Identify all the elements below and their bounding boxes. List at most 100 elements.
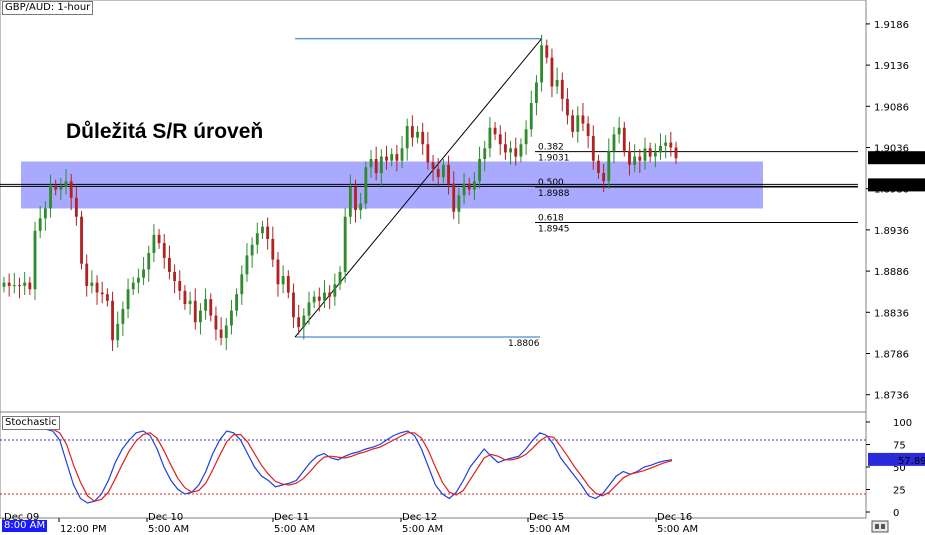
candle-body — [674, 147, 678, 159]
candle-body — [519, 144, 523, 157]
candle-body — [338, 271, 342, 285]
candle-body — [224, 325, 228, 338]
y-tick-label: 1.9036 — [874, 143, 909, 154]
candle-body — [617, 127, 621, 135]
candle-body — [421, 131, 425, 145]
x-tick-label: Dec 11 — [274, 512, 309, 523]
candle-body — [586, 123, 590, 136]
candle-body — [74, 197, 78, 217]
candle-body — [85, 263, 89, 286]
candle-body — [255, 233, 259, 245]
candle-body — [478, 159, 481, 182]
candle-body — [633, 156, 637, 165]
fib-value-label: 1.9031 — [538, 154, 570, 164]
candle-body — [90, 282, 94, 286]
candle-body — [607, 150, 611, 182]
candle-body — [498, 134, 502, 145]
candle-body — [503, 144, 507, 153]
zoom-control-icon[interactable] — [871, 520, 889, 533]
candle-body — [571, 115, 575, 132]
candle-body — [173, 271, 177, 281]
candle-body — [323, 292, 326, 301]
candle-body — [209, 299, 213, 316]
candle-body — [369, 159, 373, 168]
candle-body — [529, 103, 533, 130]
annotation-text: Důležitá S/R úroveň — [66, 120, 264, 143]
candle-body — [550, 57, 554, 87]
x-tick-label: 12:00 PM — [60, 524, 107, 535]
candle-body — [653, 152, 657, 157]
candle-body — [261, 226, 264, 234]
stoch-tick-label: 50 — [893, 463, 906, 474]
fib-ratio-label: 0.618 — [538, 213, 564, 223]
y-tick-label: 1.9136 — [874, 61, 909, 72]
x-tick-label: 5:00 AM — [657, 524, 698, 535]
candle-body — [219, 329, 223, 338]
candle-body — [467, 183, 471, 190]
candle-body — [555, 79, 559, 87]
candle-body — [566, 98, 569, 116]
candle-body — [488, 127, 492, 149]
candle-body — [343, 216, 347, 272]
candle-body — [560, 79, 564, 99]
candle-body — [390, 154, 394, 161]
candle-body — [457, 195, 461, 212]
fib-ratio-label: 0.500 — [538, 178, 564, 188]
stoch-d-line — [3, 425, 673, 502]
y-tick-label: 1.9186 — [874, 20, 909, 31]
candle-body — [59, 187, 63, 190]
candle-body — [286, 276, 290, 293]
x-tick-label: 5:00 AM — [402, 524, 443, 535]
candle-body — [452, 183, 456, 212]
candle-body — [157, 234, 161, 244]
candle-body — [333, 284, 337, 297]
y-tick-label: 1.8786 — [874, 349, 909, 360]
candle-body — [126, 289, 130, 309]
candle-body — [431, 162, 435, 169]
candle-body — [276, 259, 280, 285]
symbol-label: GBP/AUD: 1-hour — [2, 1, 94, 15]
candle-body — [188, 300, 192, 305]
candle-body — [214, 315, 218, 330]
candle-body — [659, 145, 662, 153]
candle-body — [167, 257, 171, 272]
candle-body — [426, 144, 430, 163]
candle-body — [199, 310, 202, 323]
candle-body — [147, 252, 151, 270]
candle-body — [441, 164, 445, 178]
indicator-label: Stochastic — [2, 416, 60, 430]
candle-body — [69, 181, 73, 198]
candle-body — [43, 208, 47, 219]
candle-body — [364, 167, 368, 204]
candle-body — [669, 142, 673, 148]
candle-body — [152, 234, 156, 253]
candle-body — [643, 148, 647, 161]
candle-body — [235, 294, 239, 311]
candle-body — [648, 148, 652, 157]
candle-body — [250, 244, 254, 256]
candle-body — [54, 185, 58, 190]
candle-body — [240, 274, 244, 295]
stoch-tick-label: 75 — [893, 441, 906, 452]
candle-body — [162, 243, 166, 258]
candle-body — [638, 156, 642, 161]
stoch-value-badge — [868, 452, 925, 466]
y-tick-label: 1.8936 — [874, 226, 909, 237]
candle-body — [281, 276, 285, 285]
candle-body — [664, 142, 668, 146]
candle-body — [317, 296, 321, 301]
stoch-value-label: 57.89 — [898, 456, 925, 467]
candle-body — [121, 309, 125, 324]
candle-body — [49, 185, 52, 209]
candle-body — [395, 154, 399, 161]
y-tick-label: 1.8736 — [874, 391, 909, 402]
candle-body — [292, 292, 295, 318]
current-price-label: 1.9023 — [874, 154, 909, 165]
candle-body — [230, 310, 233, 326]
candle-body — [204, 299, 208, 311]
sr-level-badge — [868, 178, 925, 192]
fib-ratio-label: 0.382 — [538, 143, 564, 153]
candle-body — [183, 290, 187, 305]
x-tick-label: 5:00 AM — [148, 524, 189, 535]
